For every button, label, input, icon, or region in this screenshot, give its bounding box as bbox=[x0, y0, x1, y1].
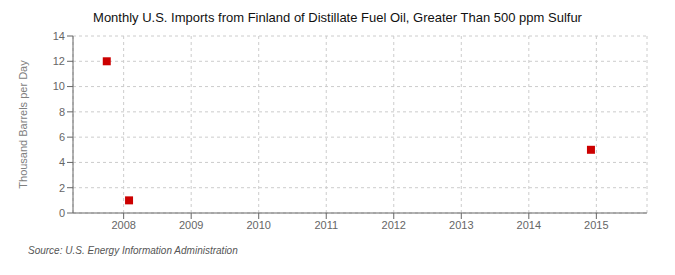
svg-text:Thousand Barrels per Day: Thousand Barrels per Day bbox=[17, 60, 29, 189]
svg-text:2015: 2015 bbox=[584, 219, 608, 231]
svg-text:2013: 2013 bbox=[449, 219, 473, 231]
svg-text:2011: 2011 bbox=[314, 219, 338, 231]
svg-text:2012: 2012 bbox=[382, 219, 406, 231]
svg-text:2009: 2009 bbox=[179, 219, 203, 231]
svg-text:8: 8 bbox=[59, 106, 65, 118]
svg-text:2010: 2010 bbox=[246, 219, 270, 231]
svg-text:2: 2 bbox=[59, 182, 65, 194]
html-text:Monthly U.S. Imports from Finl: Monthly U.S. Imports from Finland of Dis… bbox=[93, 10, 582, 25]
svg-text:0: 0 bbox=[59, 207, 65, 219]
svg-text:4: 4 bbox=[59, 156, 65, 168]
svg-text:2014: 2014 bbox=[517, 219, 541, 231]
svg-text:6: 6 bbox=[59, 131, 65, 143]
svg-text:10: 10 bbox=[53, 80, 65, 92]
svg-text:12: 12 bbox=[53, 55, 65, 67]
html-text:Source: U.S. Energy Informatio: Source: U.S. Energy Information Administ… bbox=[28, 245, 238, 256]
svg-text:14: 14 bbox=[53, 30, 65, 42]
svg-text:2008: 2008 bbox=[111, 219, 135, 231]
